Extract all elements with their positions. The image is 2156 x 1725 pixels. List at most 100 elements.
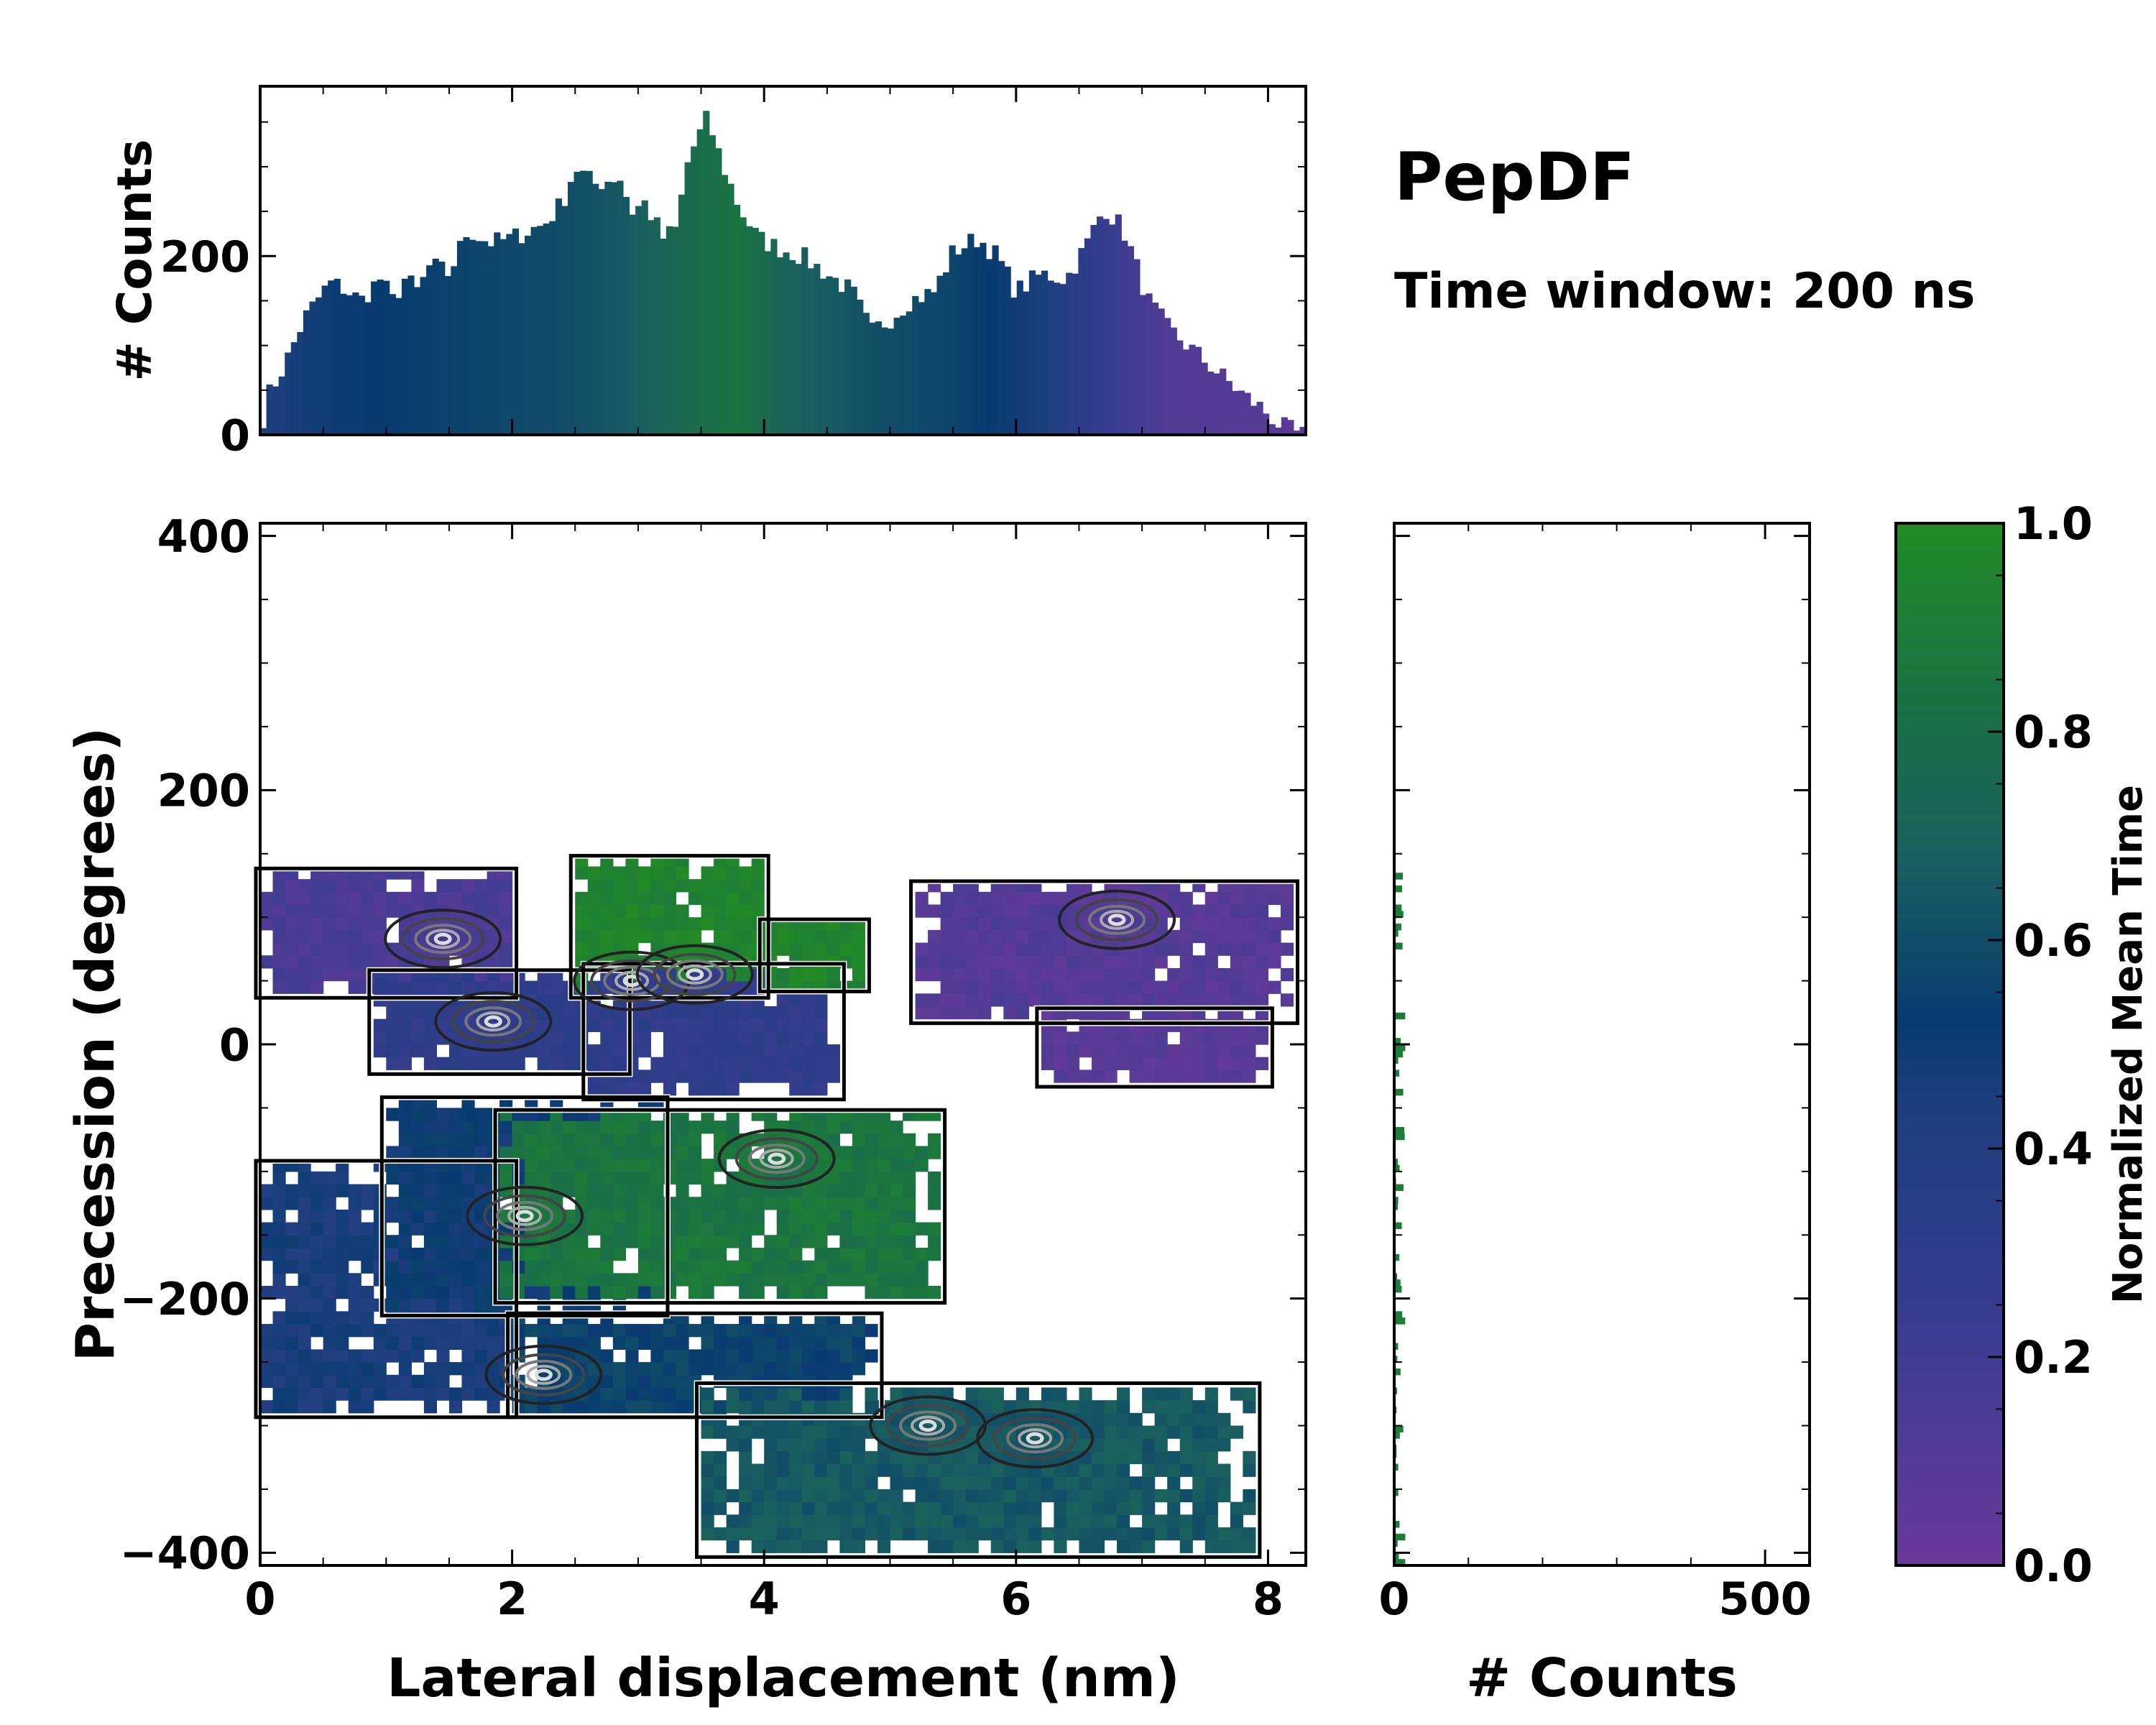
heatmap-cell	[1142, 1489, 1156, 1503]
heatmap-cell	[336, 1285, 349, 1300]
colorbar-ticks: 0.00.20.40.60.81.0	[1988, 497, 2093, 1592]
density-contour	[976, 1408, 1095, 1469]
heatmap-cell	[688, 1133, 702, 1147]
heatmap-cell	[676, 1044, 689, 1058]
heatmap-cell	[1117, 1425, 1130, 1439]
heatmap-cell	[751, 1070, 765, 1083]
heatmap-cell	[663, 1018, 677, 1032]
heatmap-cell	[285, 1400, 299, 1414]
heatmap-cell	[285, 1362, 299, 1376]
top-histogram-bar	[604, 181, 612, 435]
heatmap-cell	[928, 1514, 941, 1528]
heatmap-cell	[361, 1247, 374, 1261]
heatmap-cell	[587, 929, 601, 944]
heatmap-cell	[1129, 980, 1143, 994]
heatmap-cell	[411, 1197, 425, 1210]
heatmap-cell	[839, 1336, 853, 1350]
heatmap-cell	[1129, 1527, 1143, 1541]
heatmap-cell	[865, 1450, 878, 1465]
heatmap-cell	[562, 1273, 576, 1287]
top-histogram-bar	[776, 257, 784, 435]
heatmap-cell	[448, 1197, 463, 1210]
heatmap-cell	[323, 1209, 336, 1223]
top-histogram-bar	[426, 265, 433, 435]
density-contour	[759, 1149, 794, 1169]
heatmap-cell	[1003, 1476, 1017, 1490]
heatmap-cell	[764, 1006, 778, 1020]
heatmap-cell	[600, 891, 614, 906]
top-histogram-bar	[1097, 216, 1104, 435]
top-histogram-bar	[333, 278, 341, 435]
heatmap-cell	[1104, 1425, 1118, 1439]
heatmap-cell	[688, 1222, 702, 1236]
heatmap-cell	[826, 1070, 840, 1083]
heatmap-cell	[575, 1400, 589, 1414]
heatmap-cell	[1041, 891, 1054, 906]
heatmap-cell	[386, 1171, 400, 1185]
heatmap-cell	[826, 1362, 840, 1376]
heatmap-cell	[688, 1146, 702, 1159]
heatmap-cell	[625, 942, 639, 956]
heatmap-cell	[423, 1336, 438, 1350]
heatmap-cell	[801, 1260, 815, 1274]
heatmap-cell	[499, 1146, 513, 1159]
heatmap-cell	[1028, 1489, 1042, 1503]
heatmap-cell	[411, 1006, 425, 1020]
heatmap-cell	[650, 891, 664, 906]
heatmap-cell	[562, 1006, 576, 1020]
heatmap-cell	[1217, 1489, 1231, 1503]
heatmap-cell	[903, 1235, 916, 1248]
heatmap-cell	[1154, 1438, 1168, 1452]
heatmap-cell	[852, 1476, 866, 1490]
heatmap-cell	[1204, 1463, 1218, 1477]
heatmap-cell	[764, 1260, 778, 1274]
heatmap-cell	[789, 929, 803, 944]
heatmap-cell	[1179, 1412, 1193, 1427]
top-histogram-bar	[888, 328, 895, 435]
heatmap-cell	[726, 1235, 740, 1248]
heatmap-cell	[701, 1425, 714, 1439]
main-x-tick-label: 0	[244, 1573, 275, 1625]
heatmap-cell	[814, 1121, 828, 1134]
heatmap-cell	[562, 1057, 576, 1070]
heatmap-cell	[423, 1057, 438, 1070]
heatmap-cell	[739, 1018, 752, 1032]
heatmap-cell	[1104, 955, 1118, 969]
heatmap-cell	[348, 942, 361, 956]
heatmap-cell	[865, 1260, 878, 1274]
heatmap-cell	[676, 1006, 689, 1020]
heatmap-cell	[1079, 1514, 1092, 1528]
heatmap-cell	[1079, 1387, 1092, 1401]
heatmap-cell	[1129, 1070, 1143, 1083]
heatmap-cell	[877, 1133, 891, 1147]
heatmap-cell	[663, 904, 677, 918]
heatmap-cell	[411, 1247, 425, 1261]
heatmap-cell	[1117, 1527, 1130, 1541]
heatmap-cell	[487, 904, 500, 918]
heatmap-cell	[776, 1527, 790, 1541]
heatmap-cell	[537, 1159, 550, 1172]
heatmap-cell	[1167, 1387, 1181, 1401]
heatmap-cell	[373, 942, 387, 956]
heatmap-cell	[852, 1501, 866, 1515]
heatmap-cell	[676, 1018, 689, 1032]
heatmap-cell	[928, 942, 941, 956]
heatmap-cell	[940, 1463, 954, 1477]
heatmap-cell	[637, 1146, 652, 1159]
top-histogram-bar	[1238, 390, 1245, 435]
heatmap-cell	[600, 1006, 614, 1020]
heatmap-cell	[361, 1197, 374, 1210]
top-histogram-bar	[734, 204, 741, 435]
heatmap-cell	[688, 1285, 702, 1300]
heatmap-cell	[436, 980, 450, 994]
heatmap-cell	[1028, 1540, 1042, 1553]
top-histogram-bar	[567, 182, 575, 435]
heatmap-cell	[751, 891, 765, 906]
heatmap-cell	[361, 904, 374, 918]
top-histogram-bar	[998, 261, 1005, 435]
heatmap-cell	[336, 929, 349, 944]
heatmap-cell	[940, 980, 954, 994]
heatmap-cell	[386, 942, 400, 956]
heatmap-cell	[323, 1235, 336, 1248]
heatmap-cell	[890, 1247, 903, 1261]
